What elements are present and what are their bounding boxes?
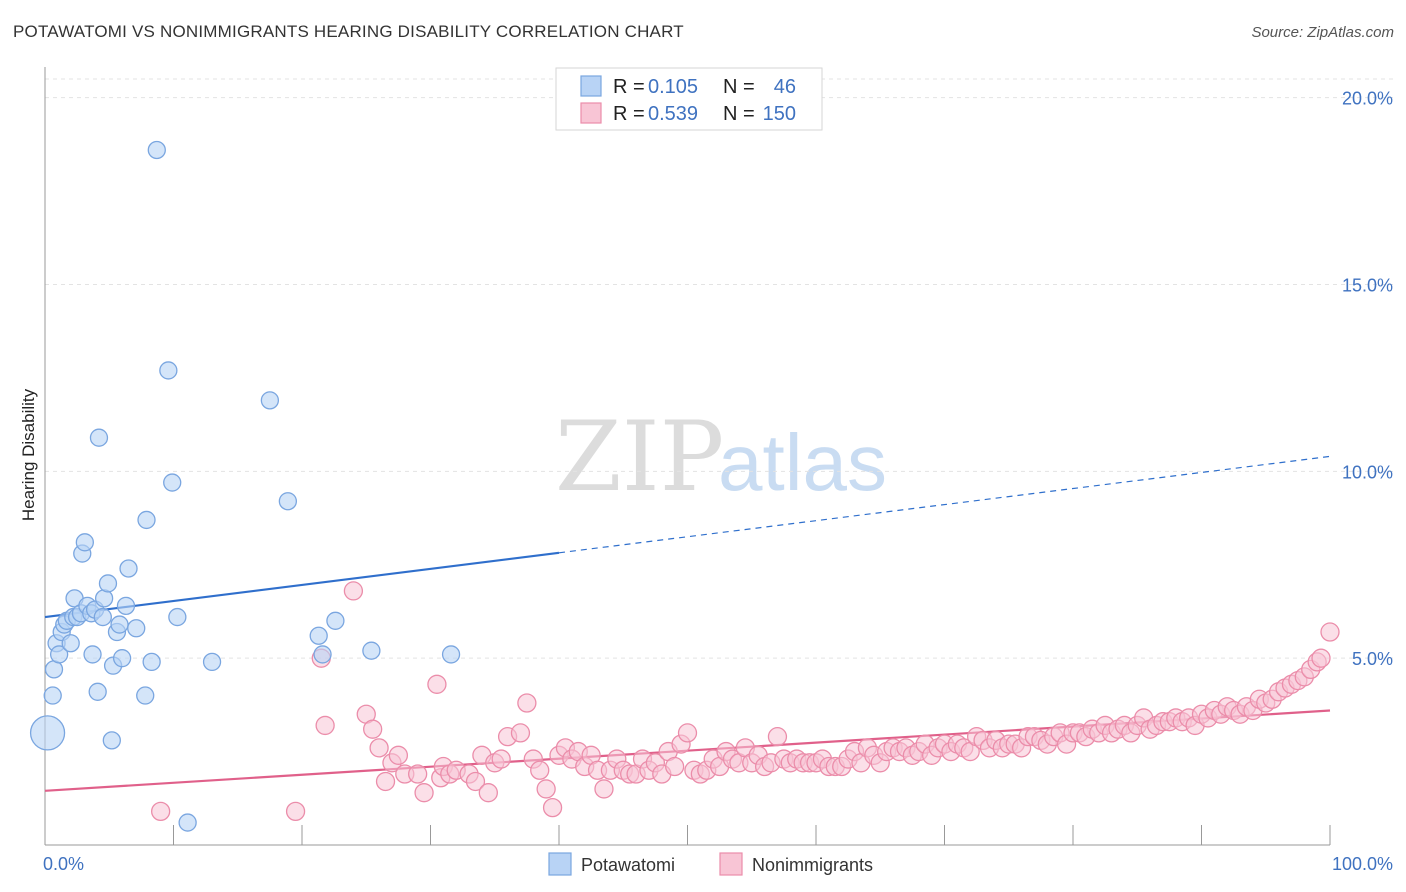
point-nonimmigrants: [665, 756, 685, 777]
point-nonimmigrants: [465, 771, 486, 792]
point-potawatomi: [326, 611, 345, 630]
point-potawatomi: [119, 559, 138, 578]
point-nonimmigrants: [767, 726, 788, 747]
x-tick-label: 0.0%: [43, 854, 84, 874]
point-potawatomi: [127, 619, 146, 638]
series-legend-label: Potawatomi: [581, 855, 675, 875]
point-potawatomi: [88, 682, 107, 701]
legend-r-label: R =: [613, 76, 645, 98]
legend-n-value: 46: [774, 76, 796, 98]
point-potawatomi: [278, 492, 298, 511]
point-nonimmigrants: [530, 760, 550, 780]
legend-n-value: 150: [763, 103, 796, 125]
watermark-zip: ZIP: [555, 401, 724, 513]
legend-swatch: [580, 102, 602, 124]
watermark: ZIP atlas: [555, 401, 887, 513]
point-potawatomi: [260, 391, 280, 410]
point-potawatomi: [29, 715, 66, 751]
point-potawatomi: [116, 596, 136, 616]
point-nonimmigrants: [388, 745, 409, 765]
grid: [45, 78, 1395, 659]
y-tick-label: 15.0%: [1342, 276, 1393, 296]
point-potawatomi: [136, 686, 155, 705]
point-potawatomi: [93, 607, 112, 627]
point-potawatomi: [202, 652, 222, 672]
series-legend-swatch: [548, 852, 572, 876]
point-potawatomi: [142, 652, 161, 672]
point-nonimmigrants: [414, 783, 434, 803]
watermark-atlas: atlas: [718, 418, 887, 507]
point-nonimmigrants: [407, 764, 428, 784]
point-nonimmigrants: [427, 674, 447, 694]
legend-r-label: R =: [613, 103, 645, 125]
point-nonimmigrants: [375, 771, 396, 792]
point-potawatomi: [313, 645, 332, 664]
point-nonimmigrants: [343, 581, 364, 601]
point-potawatomi: [61, 634, 80, 653]
point-potawatomi: [168, 607, 187, 627]
point-potawatomi: [49, 645, 69, 664]
point-potawatomi: [178, 813, 197, 832]
chart-source: Source: ZipAtlas.com: [1251, 24, 1394, 41]
point-potawatomi: [43, 686, 62, 705]
point-potawatomi: [94, 589, 114, 608]
point-nonimmigrants: [510, 723, 531, 743]
legend-n-label: N =: [723, 103, 755, 125]
trend-line-potawatomi-extension: [558, 455, 1331, 554]
point-nonimmigrants: [594, 779, 614, 799]
y-tick-label: 5.0%: [1352, 649, 1393, 669]
point-potawatomi: [98, 574, 118, 593]
point-nonimmigrants: [677, 723, 698, 743]
point-potawatomi: [441, 645, 461, 664]
point-nonimmigrants: [491, 749, 511, 769]
point-nonimmigrants: [536, 779, 556, 799]
series-legend-swatch: [719, 852, 743, 876]
legend-swatch: [580, 75, 602, 97]
point-potawatomi: [137, 510, 156, 530]
tick-labels: 5.0% 10.0% 15.0% 20.0% 0.0% 100.0%: [43, 89, 1393, 874]
axes: [44, 67, 1331, 846]
series-legend: Potawatomi Nonimmigrants: [548, 852, 873, 876]
y-tick-label: 10.0%: [1342, 462, 1393, 482]
chart-title: POTAWATOMI VS NONIMMIGRANTS HEARING DISA…: [13, 22, 684, 41]
point-nonimmigrants: [517, 693, 537, 713]
stats-legend: R = 0.105 N = 46 R = 0.539 N = 150: [555, 67, 823, 131]
y-axis-label: Hearing Disability: [19, 388, 38, 521]
point-nonimmigrants: [478, 783, 498, 803]
legend-r-value: 0.539: [648, 103, 698, 125]
point-nonimmigrants: [369, 738, 389, 758]
point-nonimmigrants: [315, 715, 335, 736]
point-potawatomi: [147, 140, 166, 160]
point-nonimmigrants: [285, 801, 306, 822]
point-potawatomi: [309, 626, 328, 645]
point-nonimmigrants: [1311, 648, 1331, 668]
point-nonimmigrants: [1320, 622, 1340, 642]
x-tick-label: 100.0%: [1332, 854, 1393, 874]
legend-r-value: 0.105: [648, 76, 698, 98]
legend-n-label: N =: [723, 76, 755, 98]
point-potawatomi: [110, 615, 129, 634]
y-tick-label: 20.0%: [1342, 89, 1393, 109]
point-nonimmigrants: [363, 719, 383, 739]
point-potawatomi: [163, 473, 182, 492]
data-points: [29, 140, 1340, 832]
point-potawatomi: [112, 649, 132, 668]
point-potawatomi: [89, 428, 109, 447]
series-legend-label: Nonimmigrants: [752, 855, 873, 875]
point-potawatomi: [159, 361, 178, 380]
point-potawatomi: [362, 641, 381, 660]
point-potawatomi: [83, 645, 102, 664]
point-nonimmigrants: [542, 797, 563, 818]
point-potawatomi: [102, 731, 121, 750]
point-potawatomi: [75, 533, 94, 552]
point-nonimmigrants: [150, 801, 171, 822]
